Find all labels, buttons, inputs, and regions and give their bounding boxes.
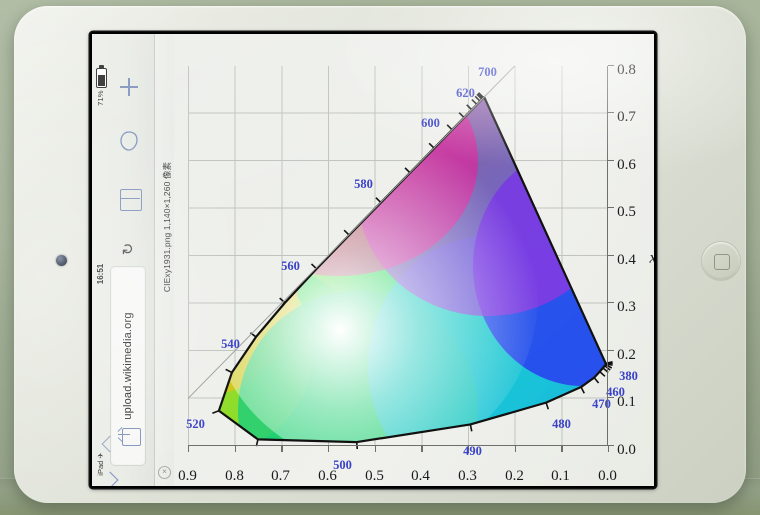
y-tick-label: 0.3 <box>458 468 477 485</box>
x-tick-label: 0.2 <box>617 347 636 364</box>
wavelength-label: 700 <box>478 65 498 80</box>
y-tick <box>234 446 236 452</box>
battery-percent-label: 71% <box>96 90 105 106</box>
x-tick <box>608 159 614 161</box>
wavelength-label: 500 <box>332 458 352 473</box>
y-tick-label: 0.5 <box>364 468 384 485</box>
x-axis-label: x <box>649 249 654 267</box>
plot-axes: 0.0 0.1 0.2 0.3 0.4 0.5 0.6 0.7 0.8 0.0 0.1 0.2 0.3… <box>178 62 654 484</box>
y-tick-label: 0.9 <box>178 468 197 485</box>
wavelength-label: 620 <box>455 85 475 100</box>
x-tick <box>608 349 614 351</box>
y-tick-label: 0.1 <box>551 468 571 485</box>
x-tick-label: 0.4 <box>617 252 636 269</box>
wavelength-label: 490 <box>463 444 483 459</box>
spectral-locus <box>187 65 613 450</box>
y-tick <box>374 446 376 452</box>
x-tick-label: 0.8 <box>617 62 636 79</box>
new-tab-icon[interactable] <box>118 76 140 98</box>
wavelength-label: 560 <box>280 259 300 274</box>
x-tick-label: 0.3 <box>617 299 636 316</box>
page-title-strip: CIExy1931.png 1,140×1,260 像素 <box>154 34 174 486</box>
wavelength-label: 600 <box>420 116 440 131</box>
y-tick-label: 0.4 <box>411 468 431 485</box>
y-tick <box>561 446 563 452</box>
status-time: 16:51 <box>96 263 105 285</box>
browser-chrome: 71% 16:51 iPad ✈ ↻ upload.wikimedia.org <box>92 34 155 486</box>
wavelength-label: 520 <box>185 416 205 431</box>
gamut-fill <box>218 97 606 443</box>
y-tick <box>328 446 330 452</box>
y-tick <box>514 446 516 452</box>
share-box <box>122 428 141 446</box>
tablet-device: 71% 16:51 iPad ✈ ↻ upload.wikimedia.org <box>14 6 746 503</box>
y-tick <box>608 446 610 452</box>
x-tick-label: 0.0 <box>617 442 636 459</box>
home-button[interactable] <box>702 242 740 280</box>
back-chevron-icon[interactable] <box>100 432 122 454</box>
y-axis-line <box>188 444 608 446</box>
tablet-screen: 71% 16:51 iPad ✈ ↻ upload.wikimedia.org <box>90 32 656 488</box>
y-tick-label: 0.2 <box>504 468 524 485</box>
y-tick <box>281 446 283 452</box>
x-axis-line <box>606 66 608 446</box>
home-square-icon <box>714 254 730 270</box>
y-tick-label: 0.0 <box>598 468 617 485</box>
forward-chevron-icon[interactable] <box>100 468 122 486</box>
web-page-content: 0.0 0.1 0.2 0.3 0.4 0.5 0.6 0.7 0.8 0.0 0.1 0.2 0.3… <box>174 34 654 486</box>
bookmarks-icon[interactable] <box>119 130 139 152</box>
y-tick-label: 0.8 <box>224 468 244 485</box>
close-icon[interactable]: × <box>158 466 171 479</box>
screen-content: 71% 16:51 iPad ✈ ↻ upload.wikimedia.org <box>92 34 654 486</box>
chart-container: 0.0 0.1 0.2 0.3 0.4 0.5 0.6 0.7 0.8 0.0 0.1 0.2 0.3… <box>174 34 654 486</box>
y-tick <box>188 446 190 452</box>
x-tick <box>608 207 614 209</box>
y-tick-label: 0.7 <box>271 468 291 485</box>
page-title: CIExy1931.png 1,140×1,260 像素 <box>162 161 172 293</box>
wavelength-label: 580 <box>354 176 374 191</box>
x-tick-label: 0.5 <box>617 204 636 221</box>
bookmarks-glyph <box>120 131 138 151</box>
x-tick-label: 0.7 <box>617 109 636 126</box>
x-tick-label: 0.6 <box>617 157 636 174</box>
x-tick <box>608 64 614 66</box>
cie-chromaticity-figure: 0.0 0.1 0.2 0.3 0.4 0.5 0.6 0.7 0.8 0.0 0.1 0.2 0.3… <box>174 34 654 486</box>
wavelength-label: 540 <box>220 337 240 352</box>
tabs-icon[interactable] <box>120 189 142 211</box>
reload-icon[interactable]: ↻ <box>120 242 137 256</box>
x-tick <box>608 112 614 114</box>
x-tick <box>608 254 614 256</box>
wavelength-label: 480 <box>552 416 572 431</box>
y-tick <box>421 446 423 452</box>
x-tick <box>608 302 614 304</box>
wavelength-label: 380 <box>619 368 638 383</box>
front-camera-icon <box>56 255 67 266</box>
